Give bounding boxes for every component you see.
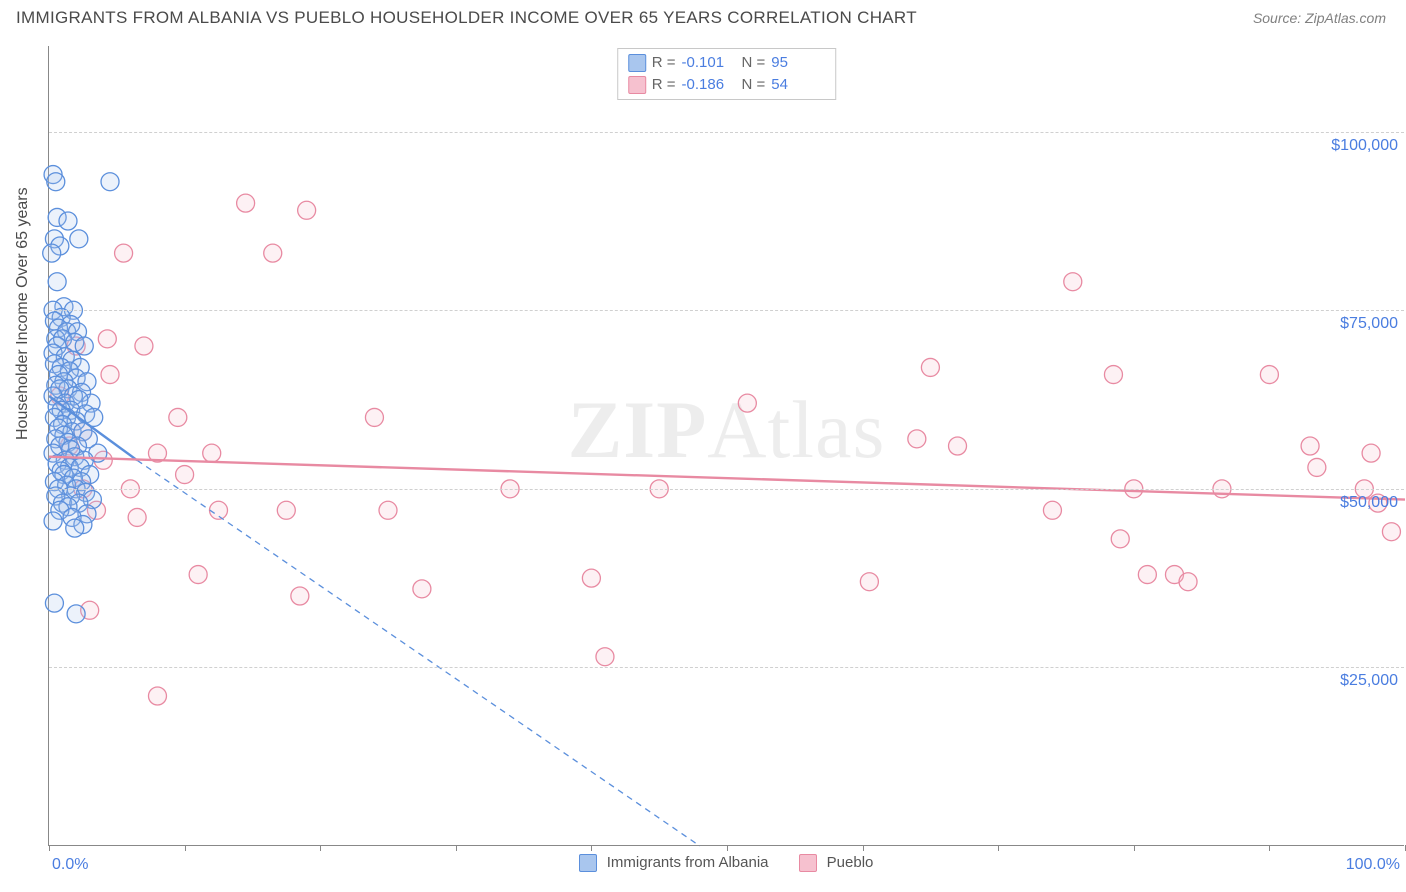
chart-plot-area: ZIPAtlas R = -0.101 N = 95 R = -0.186 N … xyxy=(48,46,1404,846)
scatter-point xyxy=(1064,273,1082,291)
y-tick-label: $50,000 xyxy=(1340,494,1398,512)
scatter-point xyxy=(67,605,85,623)
scatter-point xyxy=(189,566,207,584)
bottom-legend-label-2: Pueblo xyxy=(827,854,874,871)
scatter-point xyxy=(413,580,431,598)
scatter-point xyxy=(203,444,221,462)
legend-swatch-1 xyxy=(628,54,646,72)
legend-n-2: 54 xyxy=(771,74,825,96)
scatter-point xyxy=(1111,530,1129,548)
scatter-point xyxy=(1308,458,1326,476)
scatter-svg xyxy=(49,46,1404,845)
scatter-point xyxy=(596,648,614,666)
y-tick-label: $100,000 xyxy=(1331,137,1398,155)
scatter-point xyxy=(47,173,65,191)
scatter-point xyxy=(582,569,600,587)
gridline xyxy=(49,132,1404,133)
x-tick xyxy=(591,845,592,851)
scatter-point xyxy=(291,587,309,605)
scatter-point xyxy=(277,501,295,519)
scatter-point xyxy=(298,201,316,219)
scatter-point xyxy=(237,194,255,212)
x-tick xyxy=(1269,845,1270,851)
gridline xyxy=(49,310,1404,311)
scatter-point xyxy=(148,687,166,705)
x-tick xyxy=(998,845,999,851)
regression-line xyxy=(49,457,1405,500)
bottom-legend: Immigrants from Albania Pueblo xyxy=(48,854,1404,872)
x-tick xyxy=(49,845,50,851)
scatter-point xyxy=(1179,573,1197,591)
scatter-point xyxy=(264,244,282,262)
scatter-point xyxy=(101,173,119,191)
scatter-point xyxy=(115,244,133,262)
scatter-point xyxy=(48,273,66,291)
y-tick-label: $25,000 xyxy=(1340,672,1398,690)
scatter-point xyxy=(860,573,878,591)
scatter-point xyxy=(66,519,84,537)
legend-n-1: 95 xyxy=(771,52,825,74)
bottom-legend-label-1: Immigrants from Albania xyxy=(607,854,769,871)
scatter-point xyxy=(75,337,93,355)
scatter-point xyxy=(908,430,926,448)
x-tick xyxy=(456,845,457,851)
scatter-point xyxy=(128,508,146,526)
scatter-point xyxy=(1138,566,1156,584)
scatter-point xyxy=(101,366,119,384)
y-tick-label: $75,000 xyxy=(1340,315,1398,333)
scatter-point xyxy=(98,330,116,348)
scatter-point xyxy=(365,408,383,426)
correlation-legend: R = -0.101 N = 95 R = -0.186 N = 54 xyxy=(617,48,837,100)
gridline xyxy=(49,667,1404,668)
legend-r-1: -0.101 xyxy=(682,52,736,74)
scatter-point xyxy=(176,466,194,484)
scatter-point xyxy=(1362,444,1380,462)
legend-swatch-2 xyxy=(628,76,646,94)
legend-row-series-2: R = -0.186 N = 54 xyxy=(628,74,826,96)
scatter-point xyxy=(135,337,153,355)
scatter-point xyxy=(949,437,967,455)
scatter-point xyxy=(210,501,228,519)
x-tick xyxy=(1134,845,1135,851)
scatter-point xyxy=(738,394,756,412)
x-tick xyxy=(320,845,321,851)
bottom-swatch-2 xyxy=(799,854,817,872)
source-attribution: Source: ZipAtlas.com xyxy=(1253,10,1386,26)
scatter-point xyxy=(1301,437,1319,455)
x-tick xyxy=(185,845,186,851)
bottom-swatch-1 xyxy=(579,854,597,872)
scatter-point xyxy=(43,244,61,262)
scatter-point xyxy=(379,501,397,519)
bottom-legend-item-2: Pueblo xyxy=(799,854,874,872)
y-axis-title: Householder Income Over 65 years xyxy=(14,187,32,440)
scatter-point xyxy=(1043,501,1061,519)
scatter-point xyxy=(1104,366,1122,384)
legend-row-series-1: R = -0.101 N = 95 xyxy=(628,52,826,74)
scatter-point xyxy=(169,408,187,426)
regression-line-extrapolated xyxy=(137,460,700,846)
gridline xyxy=(49,489,1404,490)
scatter-point xyxy=(44,512,62,530)
scatter-point xyxy=(1382,523,1400,541)
scatter-point xyxy=(45,594,63,612)
legend-r-2: -0.186 xyxy=(682,74,736,96)
scatter-point xyxy=(59,212,77,230)
scatter-point xyxy=(1260,366,1278,384)
bottom-legend-item-1: Immigrants from Albania xyxy=(579,854,769,872)
x-tick xyxy=(863,845,864,851)
x-tick xyxy=(727,845,728,851)
scatter-point xyxy=(70,230,88,248)
scatter-point xyxy=(921,358,939,376)
chart-title: IMMIGRANTS FROM ALBANIA VS PUEBLO HOUSEH… xyxy=(16,8,917,28)
